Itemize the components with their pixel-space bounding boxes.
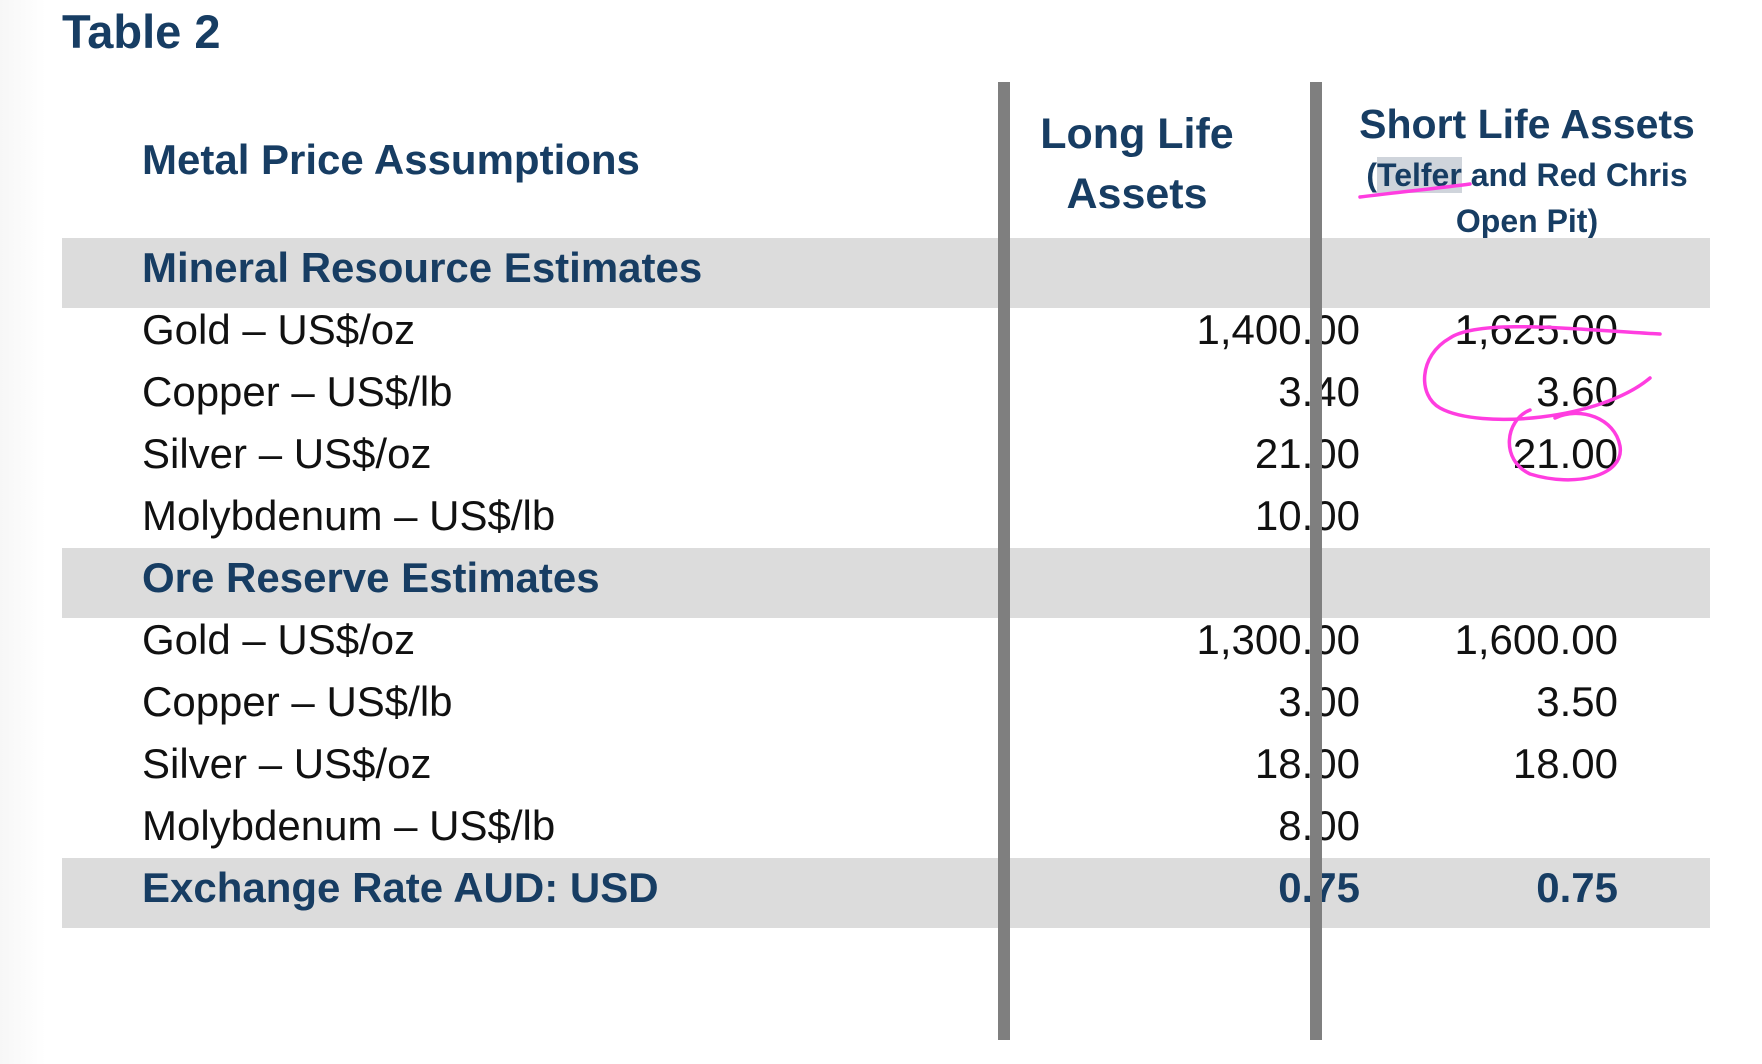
column-divider-1 (998, 82, 1010, 1040)
background-page-edge (0, 0, 46, 1064)
long-life-value: 10.00 (1254, 492, 1360, 539)
column-divider-2 (1310, 82, 1322, 1040)
table-row: Molybdenum – US$/lb 10.00 (62, 486, 1710, 556)
row-label: Molybdenum – US$/lb (142, 802, 556, 849)
short-life-value: 18.00 (1512, 740, 1618, 787)
row-label: Silver – US$/oz (142, 430, 432, 477)
long-life-value: 1,300.00 (1196, 616, 1361, 663)
header-long-life-line1: Long Life (1040, 110, 1234, 158)
short-life-value: 1,600.00 (1454, 616, 1619, 663)
short-life-value: 3.60 (1536, 368, 1618, 415)
row-label: Silver – US$/oz (142, 740, 432, 787)
row-label: Copper – US$/lb (142, 678, 453, 725)
row-label: Ore Reserve Estimates (142, 554, 600, 601)
short-life-value: 0.75 (1536, 864, 1618, 911)
table-header-row: Metal Price Assumptions Long Life Assets… (62, 82, 1710, 252)
table-row-total: Exchange Rate AUD: USD 0.75 0.75 (62, 858, 1710, 928)
long-life-value: 1,400.00 (1196, 306, 1361, 353)
short-life-value: 3.50 (1536, 678, 1618, 725)
long-life-value: 18.00 (1254, 740, 1360, 787)
table-row: Gold – US$/oz 1,300.00 1,600.00 (62, 610, 1710, 680)
table-row-section: Ore Reserve Estimates (62, 548, 1710, 618)
header-short-life-line2: (Telfer and Red Chris (1332, 152, 1722, 198)
table-row: Molybdenum – US$/lb 8.00 (62, 796, 1710, 866)
header-and-red-chris: and Red Chris (1461, 157, 1688, 193)
row-label: Mineral Resource Estimates (142, 244, 703, 291)
table-row: Copper – US$/lb 3.40 3.60 (62, 362, 1710, 432)
table-row: Gold – US$/oz 1,400.00 1,625.00 (62, 300, 1710, 370)
header-long-life-assets: Long Life Assets (1022, 104, 1252, 224)
short-life-value: 1,625.00 (1454, 306, 1619, 353)
row-label: Copper – US$/lb (142, 368, 453, 415)
table-row: Copper – US$/lb 3.00 3.50 (62, 672, 1710, 742)
row-label: Molybdenum – US$/lb (142, 492, 556, 539)
header-short-life-assets: Short Life Assets (Telfer and Red Chris … (1332, 96, 1722, 244)
long-life-value: 21.00 (1254, 430, 1360, 477)
header-open-paren: ( (1366, 157, 1378, 193)
row-label: Exchange Rate AUD: USD (142, 864, 659, 911)
short-life-value: 21.00 (1512, 430, 1618, 477)
header-metal-price-assumptions: Metal Price Assumptions (142, 136, 640, 183)
row-label: Gold – US$/oz (142, 616, 416, 663)
metal-price-table: Metal Price Assumptions Long Life Assets… (62, 0, 1710, 1040)
header-long-life-line2: Assets (1066, 170, 1208, 218)
row-label: Gold – US$/oz (142, 306, 416, 353)
header-short-life-line3: Open Pit) (1455, 203, 1599, 239)
table-row: Silver – US$/oz 21.00 21.00 (62, 424, 1710, 494)
table-title: Table 2 (62, 5, 221, 58)
table-row-section: Mineral Resource Estimates (62, 238, 1710, 308)
header-short-life-line1: Short Life Assets (1359, 101, 1695, 147)
table-row: Silver – US$/oz 18.00 18.00 (62, 734, 1710, 804)
telfer-highlight: Telfer (1377, 157, 1462, 193)
